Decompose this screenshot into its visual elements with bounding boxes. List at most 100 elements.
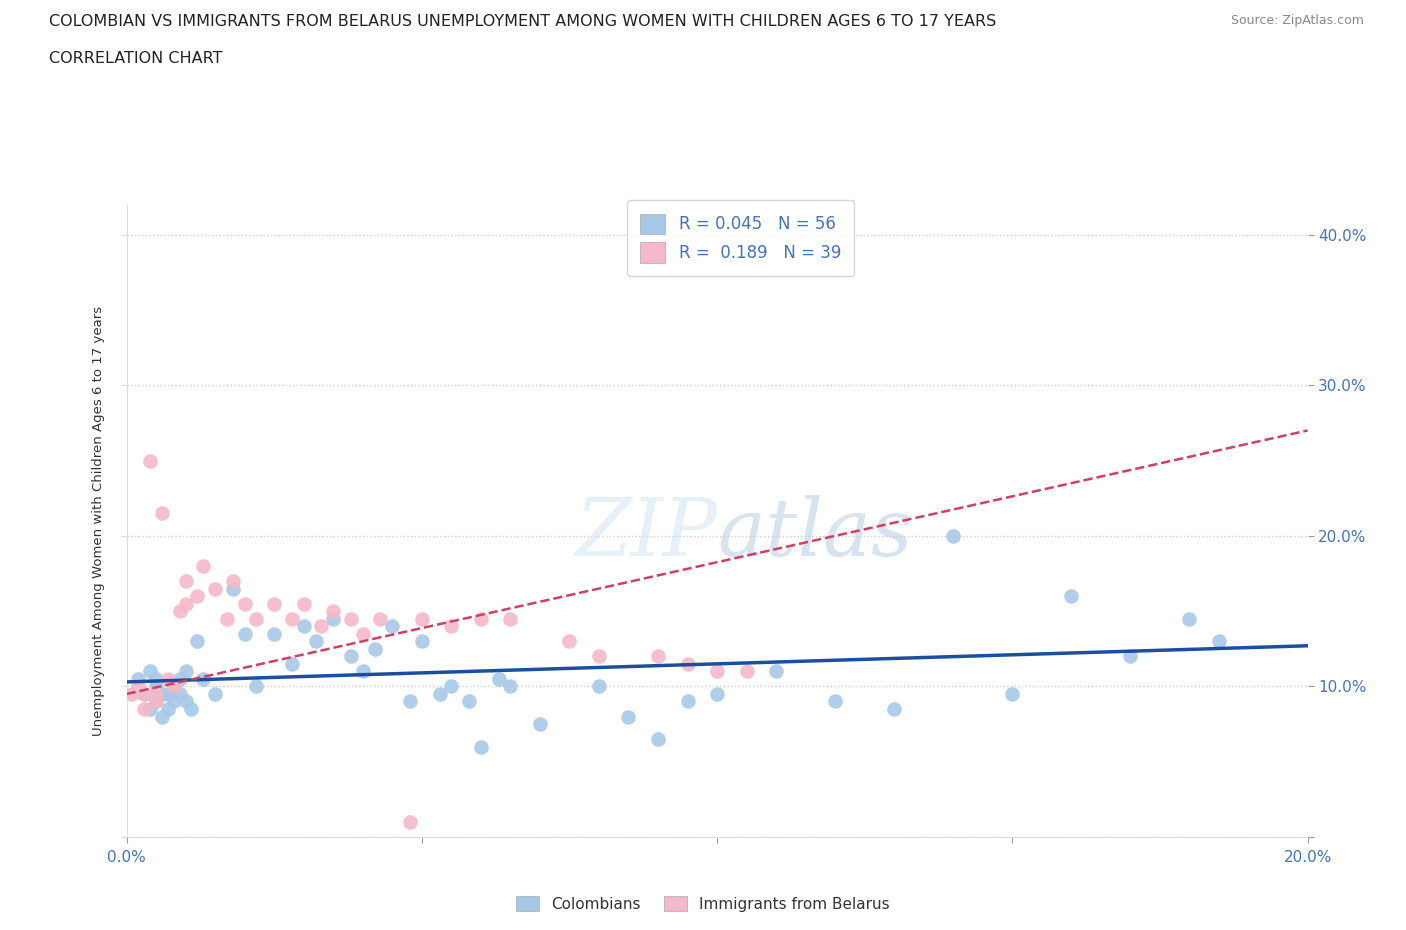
Point — [156, 671, 179, 686]
Point — [529, 717, 551, 732]
Point — [676, 694, 699, 709]
Legend: Colombians, Immigrants from Belarus: Colombians, Immigrants from Belarus — [510, 889, 896, 918]
Point — [735, 664, 758, 679]
Point — [363, 642, 385, 657]
Point — [145, 679, 167, 694]
Point — [121, 686, 143, 701]
Point — [499, 611, 522, 626]
Point — [488, 671, 510, 686]
Point — [150, 709, 173, 724]
Point — [304, 634, 326, 649]
Point — [215, 611, 238, 626]
Point — [174, 596, 197, 611]
Point — [617, 709, 640, 724]
Point — [233, 596, 256, 611]
Point — [134, 686, 156, 701]
Point — [150, 686, 173, 701]
Point — [411, 634, 433, 649]
Point — [169, 686, 191, 701]
Point — [399, 815, 422, 830]
Point — [292, 596, 315, 611]
Point — [340, 611, 363, 626]
Point — [156, 686, 179, 701]
Point — [174, 574, 197, 589]
Point — [470, 739, 492, 754]
Point — [145, 694, 167, 709]
Point — [174, 694, 197, 709]
Point — [204, 581, 226, 596]
Point — [352, 626, 374, 641]
Point — [180, 701, 202, 716]
Point — [558, 634, 581, 649]
Point — [233, 626, 256, 641]
Point — [245, 611, 267, 626]
Point — [263, 596, 285, 611]
Point — [1208, 634, 1230, 649]
Point — [1060, 589, 1083, 604]
Point — [499, 679, 522, 694]
Point — [193, 559, 215, 574]
Point — [588, 679, 610, 694]
Point — [163, 694, 186, 709]
Text: COLOMBIAN VS IMMIGRANTS FROM BELARUS UNEMPLOYMENT AMONG WOMEN WITH CHILDREN AGES: COLOMBIAN VS IMMIGRANTS FROM BELARUS UNE… — [49, 14, 997, 29]
Text: Source: ZipAtlas.com: Source: ZipAtlas.com — [1230, 14, 1364, 27]
Point — [193, 671, 215, 686]
Text: CORRELATION CHART: CORRELATION CHART — [49, 51, 222, 66]
Point — [204, 686, 226, 701]
Point — [134, 701, 156, 716]
Point — [322, 611, 344, 626]
Point — [186, 634, 208, 649]
Point — [139, 453, 162, 468]
Point — [399, 694, 422, 709]
Point — [440, 679, 463, 694]
Point — [281, 657, 304, 671]
Point — [222, 581, 245, 596]
Point — [139, 664, 162, 679]
Point — [292, 618, 315, 633]
Point — [145, 694, 167, 709]
Point — [145, 686, 167, 701]
Point — [1001, 686, 1024, 701]
Point — [429, 686, 451, 701]
Point — [1178, 611, 1201, 626]
Point — [163, 679, 186, 694]
Point — [163, 679, 186, 694]
Point — [647, 649, 669, 664]
Point — [352, 664, 374, 679]
Point — [411, 611, 433, 626]
Point — [765, 664, 787, 679]
Point — [322, 604, 344, 618]
Point — [186, 589, 208, 604]
Point — [1119, 649, 1142, 664]
Point — [706, 686, 728, 701]
Point — [127, 679, 149, 694]
Point — [174, 664, 197, 679]
Point — [381, 618, 404, 633]
Point — [222, 574, 245, 589]
Point — [263, 626, 285, 641]
Point — [145, 671, 167, 686]
Point — [340, 649, 363, 664]
Point — [139, 701, 162, 716]
Point — [470, 611, 492, 626]
Text: ZIP: ZIP — [575, 495, 717, 572]
Y-axis label: Unemployment Among Women with Children Ages 6 to 17 years: Unemployment Among Women with Children A… — [91, 306, 105, 736]
Point — [647, 732, 669, 747]
Legend: R = 0.045   N = 56, R =  0.189   N = 39: R = 0.045 N = 56, R = 0.189 N = 39 — [627, 200, 855, 276]
Point — [281, 611, 304, 626]
Point — [676, 657, 699, 671]
Point — [169, 671, 191, 686]
Point — [150, 506, 173, 521]
Point — [706, 664, 728, 679]
Point — [245, 679, 267, 694]
Point — [883, 701, 905, 716]
Point — [824, 694, 846, 709]
Text: atlas: atlas — [717, 495, 912, 572]
Point — [370, 611, 392, 626]
Point — [588, 649, 610, 664]
Point — [458, 694, 481, 709]
Point — [134, 686, 156, 701]
Point — [156, 701, 179, 716]
Point — [942, 528, 965, 543]
Point — [169, 604, 191, 618]
